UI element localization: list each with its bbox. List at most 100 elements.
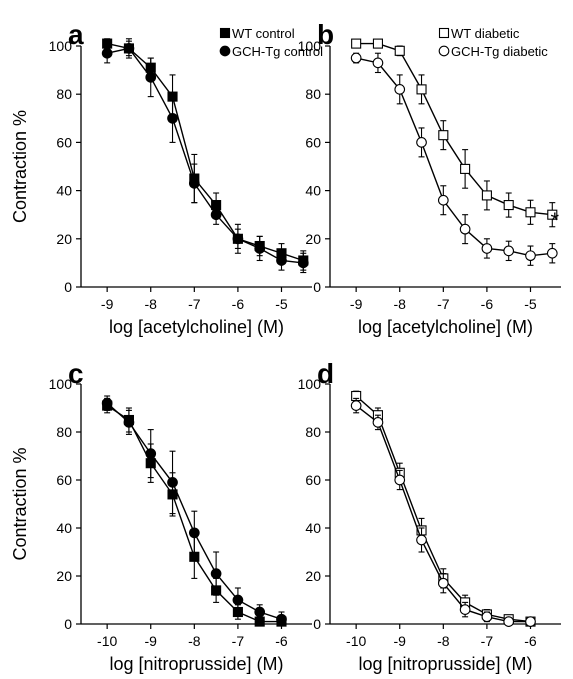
panel-b-x-tick-label: -9 — [350, 296, 363, 312]
panel-a-series-2 — [101, 38, 309, 274]
panel-d-data-point — [437, 577, 449, 589]
panel-label-b: b — [317, 19, 334, 50]
panel-b-data-point — [438, 130, 449, 141]
panel-label-c: c — [68, 358, 84, 389]
panel-b-data-point — [416, 137, 427, 148]
panel-a-data-point — [276, 255, 287, 266]
panel-c-x-tick-label: -10 — [97, 633, 117, 649]
panel-c-x-tick-label: -9 — [145, 633, 158, 649]
panel-b-x-tick-label: -7 — [437, 296, 450, 312]
panel-d-x-tick-label: -10 — [346, 633, 366, 649]
panel-d-y-tick-label: 0 — [313, 616, 321, 632]
panel-a-y-tick-label: 80 — [56, 86, 72, 102]
panel-b-data-point — [350, 52, 362, 64]
panel-a-data-point — [297, 257, 309, 269]
panel-a-data-point — [123, 43, 135, 54]
panel-label-d: d — [317, 358, 334, 389]
panel-c-y-tick-label: 0 — [64, 616, 72, 632]
panel-b-data-point — [394, 84, 406, 95]
panel-a-data-point — [210, 209, 222, 221]
panel-b-data-point — [460, 163, 471, 174]
panel-c-series-2 — [101, 395, 287, 625]
panel-c-data-point — [188, 527, 200, 539]
panel-c-data-point — [101, 397, 113, 409]
panel-b-x-tick-label: -8 — [394, 296, 407, 312]
panel-c-y-tick-label: 100 — [49, 376, 73, 392]
panel-d-y-tick-label: 60 — [305, 472, 321, 488]
panel-d-y-tick-label: 40 — [305, 520, 321, 536]
panel-a-data-point — [232, 233, 244, 245]
panel-b-data-point — [525, 207, 536, 218]
panel-d-data-point — [394, 474, 406, 486]
panel-b-group: 0 20 40 60 80 100 -9 -8 -7 -6 -5 log [acetylcholine… — [298, 26, 561, 337]
panel-b-legend-label: WT diabetic — [451, 26, 520, 41]
panel-d-group: 0 20 40 60 80 100 -10 -9 -8 -7 -6 log [nitroprussid… — [298, 376, 561, 674]
panel-d-y-tick-label: 80 — [305, 424, 321, 440]
panel-b-data-point — [351, 38, 362, 49]
panel-a-y-tick-label: 100 — [49, 38, 73, 54]
panel-d-data-point — [481, 611, 493, 623]
panel-c-data-point — [210, 568, 222, 579]
panel-a-y-tick-label: 60 — [56, 134, 72, 150]
panel-b-data-point — [481, 243, 493, 254]
panel-d-x-tick-label: -9 — [394, 633, 407, 649]
panel-c-x-tick-label: -7 — [232, 633, 245, 649]
panel-a-data-point — [145, 71, 157, 83]
panel-c-y-tick-label: 60 — [56, 472, 72, 488]
panel-a-legend-label: GCH-Tg control — [232, 44, 323, 59]
panel-c-y-axis-title: Contraction % — [10, 447, 30, 560]
panel-a-series-2-line — [106, 47, 304, 264]
panel-b-data-point — [372, 57, 384, 69]
panel-a-series-1-line — [106, 42, 304, 262]
panel-b-data-point — [525, 250, 536, 262]
panel-b-data-point — [459, 223, 471, 235]
panel-d-x-tick-label: -7 — [481, 633, 494, 649]
panel-b-data-point — [503, 245, 515, 257]
panel-a-x-tick-label: -6 — [232, 296, 245, 312]
panel-a-group: 0 20 40 60 80 100 -9 -8 -7 -6 -5 log [acetylcholine… — [10, 26, 323, 337]
panel-c-data-point — [145, 448, 157, 459]
panel-c-data-point — [167, 477, 178, 488]
panel-c-data-point — [276, 613, 287, 625]
panel-b-series-1-line — [356, 42, 553, 216]
panel-b-legend-marker — [438, 27, 450, 39]
panel-a-legend-marker — [219, 45, 231, 57]
panel-a-data-point — [101, 47, 113, 59]
panel-b-y-tick-label: 40 — [305, 183, 321, 199]
panel-b-legend-marker — [438, 45, 450, 57]
panel-c-x-tick-label: -6 — [275, 633, 288, 649]
panel-b-data-point — [546, 247, 558, 259]
panel-b-y-tick-label: 0 — [313, 279, 321, 295]
panel-label-a: a — [68, 19, 84, 50]
panel-c-x-tick-label: -8 — [188, 633, 201, 649]
panel-a-x-tick-label: -5 — [275, 296, 288, 312]
panel-c-data-point — [232, 594, 244, 606]
panel-b-y-tick-label: 100 — [298, 38, 322, 54]
panel-b-series-2-line — [355, 57, 553, 257]
panel-b-data-point — [503, 200, 514, 211]
panel-d-x-axis-title: log [nitroprusside] (M) — [358, 654, 532, 674]
panel-c-y-tick-label: 80 — [56, 424, 72, 440]
panel-d-y-tick-label: 20 — [305, 568, 321, 584]
panel-d-y-tick-label: 100 — [298, 376, 322, 392]
panel-a-legend-marker — [219, 27, 231, 39]
panel-d-data-point — [459, 604, 471, 615]
panel-b-data-point — [547, 209, 558, 220]
panel-a-x-tick-label: -9 — [101, 296, 114, 312]
panel-b-y-tick-label: 20 — [305, 231, 321, 247]
panel-a-series-1 — [102, 38, 309, 271]
panel-a-y-tick-label: 40 — [56, 183, 72, 199]
panel-b-y-tick-label: 60 — [305, 134, 321, 150]
panel-a-x-tick-label: -7 — [188, 296, 201, 312]
panel-b-legend-label: GCH-Tg diabetic — [451, 44, 548, 59]
panel-c-y-tick-label: 20 — [56, 568, 72, 584]
panel-a-y-tick-label: 20 — [56, 231, 72, 247]
panel-a-data-point — [167, 112, 178, 124]
panel-b-x-tick-label: -6 — [481, 296, 494, 312]
panel-c-data-point — [123, 417, 135, 428]
panel-b-significance-asterisk: * — [550, 208, 559, 233]
panel-b-y-tick-label: 80 — [305, 86, 321, 102]
panel-d-x-tick-label: -8 — [437, 633, 450, 649]
panel-b-series-1 — [351, 38, 558, 228]
